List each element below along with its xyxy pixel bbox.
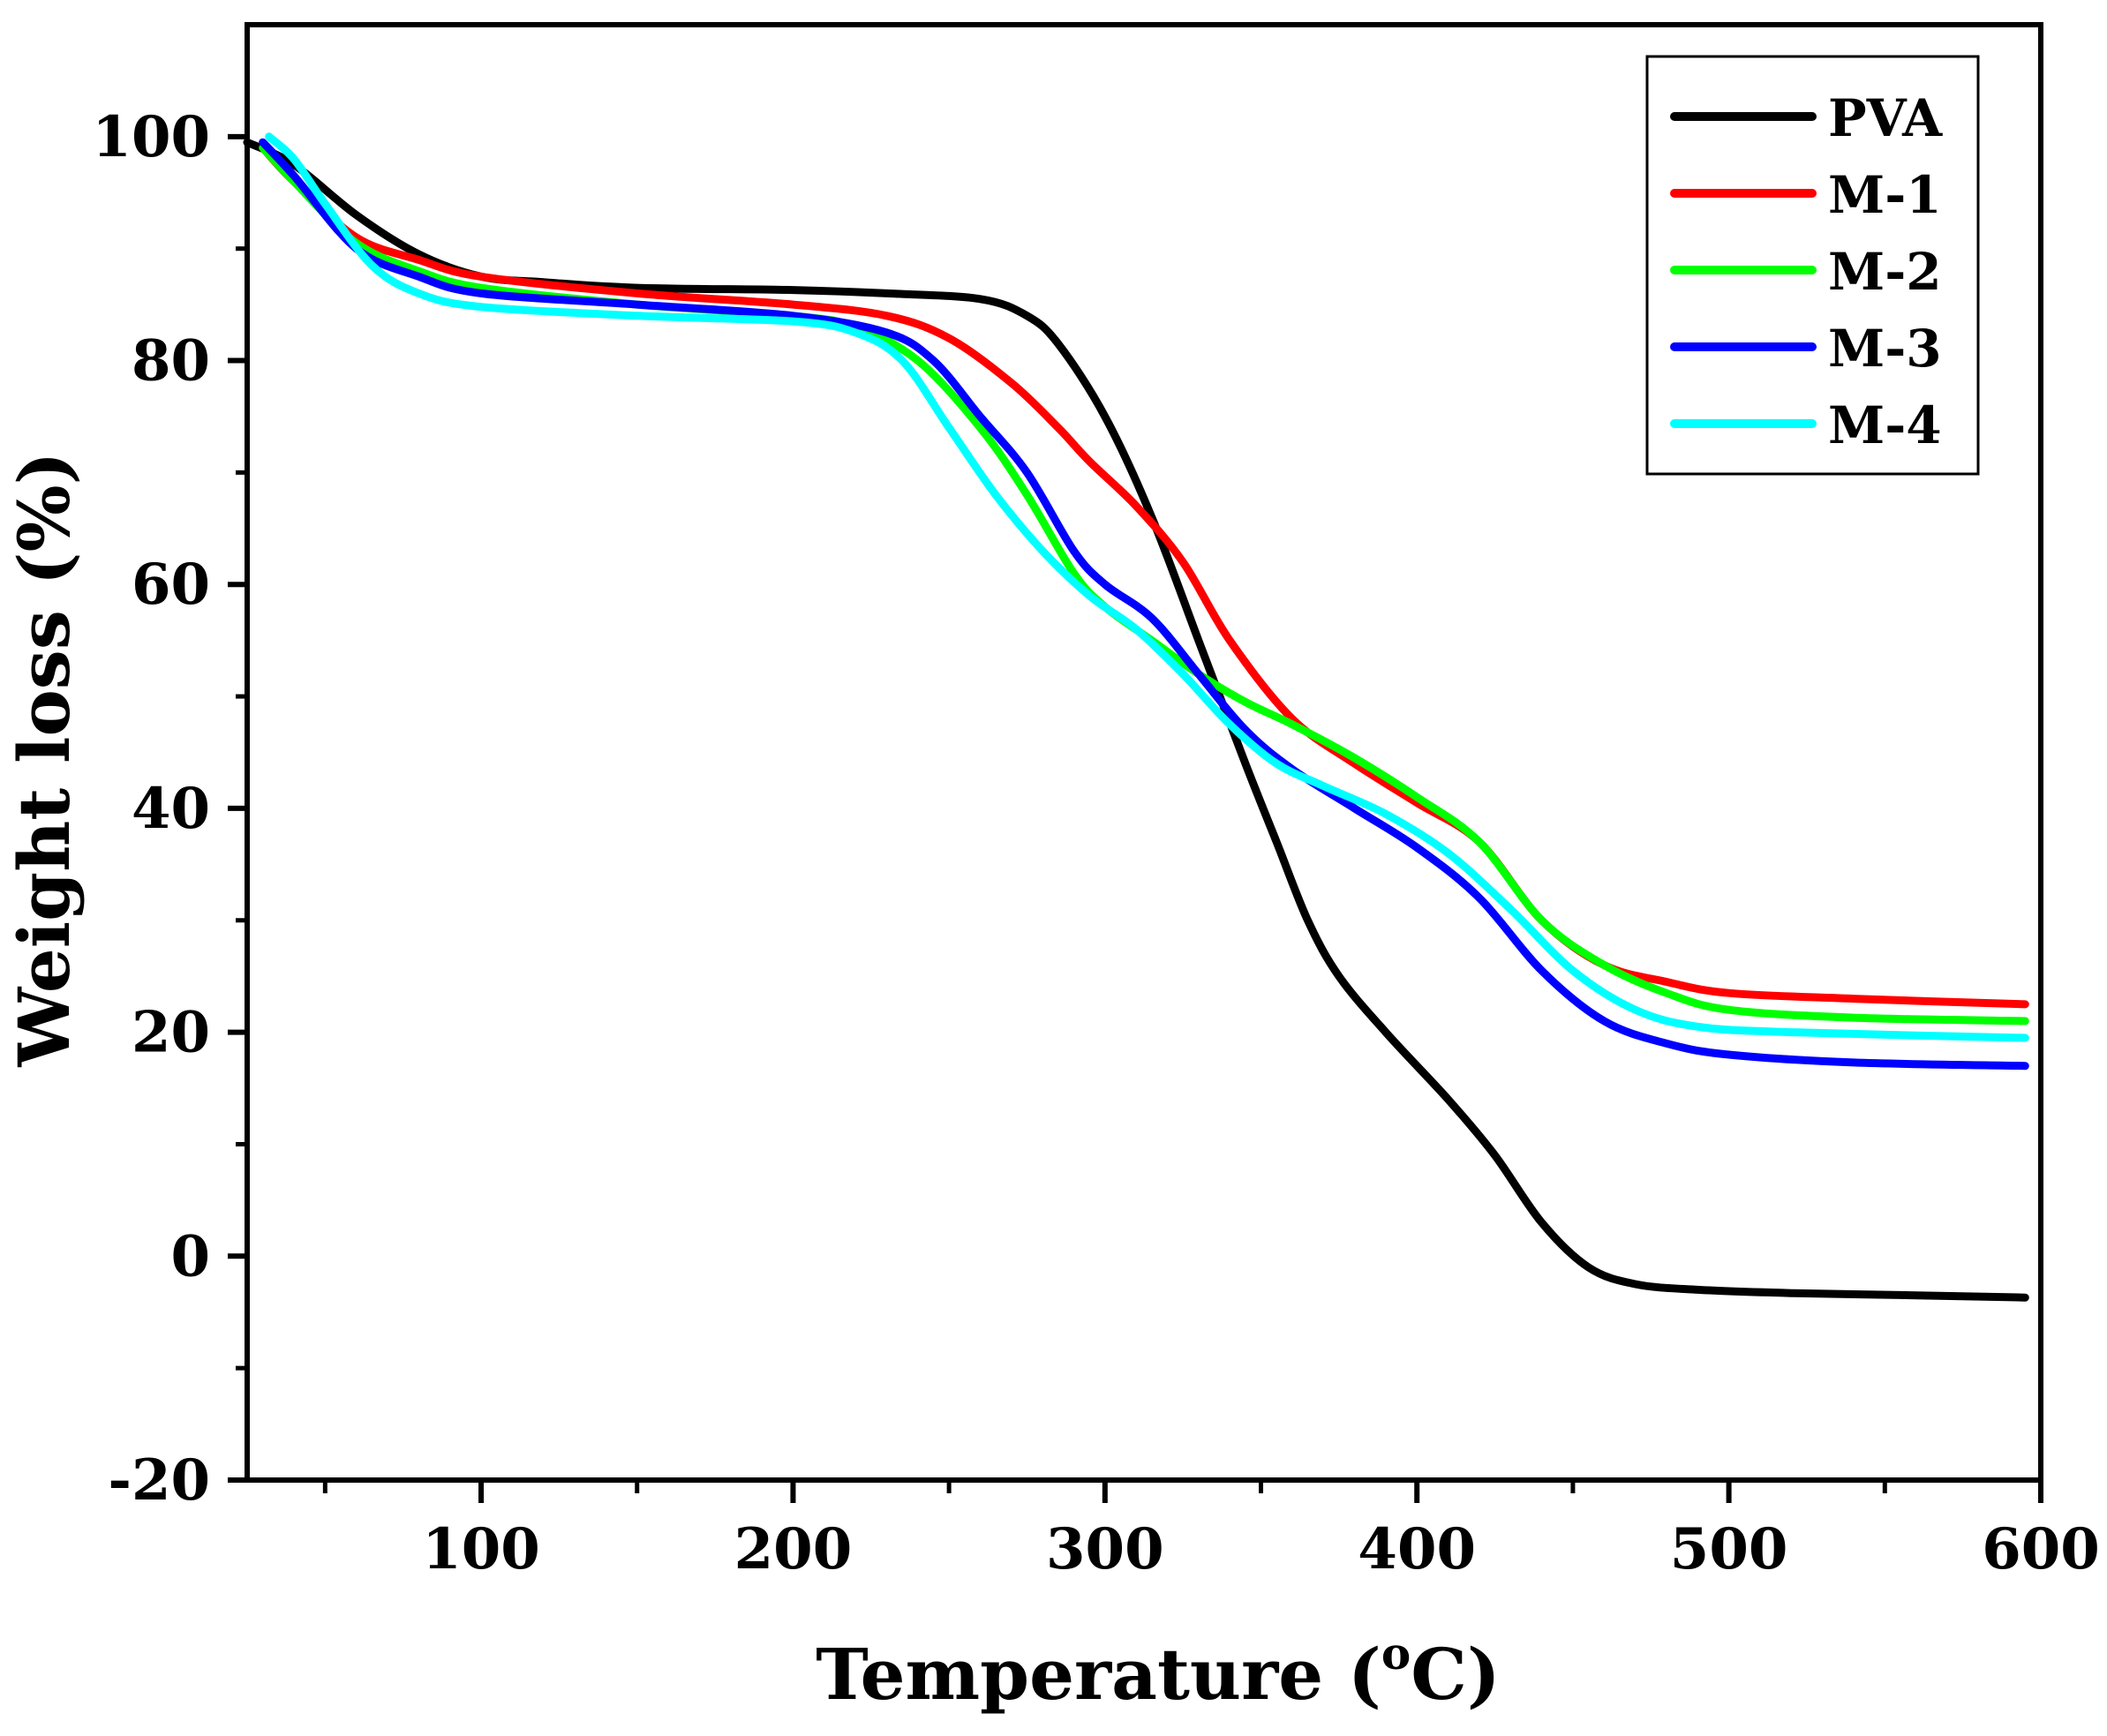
- x-tick-label: 100: [422, 1516, 540, 1582]
- legend-items: PVA M-1 M-2 M-3 M-4: [1670, 88, 1943, 455]
- series-layer: [243, 132, 2029, 1302]
- series-line-m-4: [265, 132, 2029, 1042]
- x-axis-title-unit: C): [1411, 1633, 1501, 1716]
- x-tick-label: 200: [734, 1516, 853, 1582]
- y-axis-title: Weight loss (%): [3, 452, 86, 1068]
- y-tick-label: -20: [108, 1447, 210, 1514]
- x-axis-title-main: Temperature (: [816, 1633, 1381, 1716]
- legend-label-m-4: M-4: [1828, 395, 1942, 455]
- x-axis-title-sup: o: [1381, 1627, 1411, 1680]
- x-axis-title: Temperature (oC): [816, 1627, 1500, 1716]
- y-tick-label: 20: [132, 1000, 210, 1066]
- x-tick-label: 300: [1046, 1516, 1164, 1582]
- y-tick-label: 0: [170, 1223, 210, 1289]
- tick-label-layer: 100 200 300 400 500 600 -20 0 20 40 60 80 100: [92, 104, 2099, 1582]
- legend: PVA M-1 M-2 M-3 M-4: [1645, 55, 1980, 476]
- series-line-m-3: [259, 138, 2029, 1071]
- y-tick-label: 80: [132, 328, 210, 395]
- legend-label-m-3: M-3: [1828, 319, 1942, 379]
- legend-label-m-1: M-1: [1828, 165, 1942, 225]
- y-tick-label: 40: [132, 776, 210, 842]
- plot-frame: [245, 22, 2043, 1483]
- x-tick-label: 600: [1982, 1516, 2100, 1582]
- legend-box: [1645, 55, 1980, 476]
- x-tick-label: 500: [1670, 1516, 1788, 1582]
- x-tick-label: 400: [1358, 1516, 1476, 1582]
- legend-label-pva: PVA: [1828, 88, 1943, 148]
- legend-label-m-2: M-2: [1828, 242, 1942, 302]
- tick-layer: [228, 133, 2043, 1503]
- y-tick-label: 60: [132, 552, 210, 618]
- y-tick-label: 100: [92, 104, 210, 170]
